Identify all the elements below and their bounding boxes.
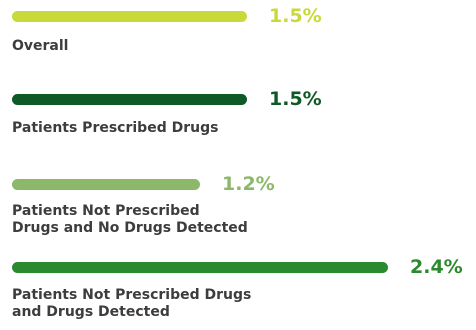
category-label-patients-prescribed-drugs: Patients Prescribed Drugs: [12, 120, 219, 136]
category-label-not-prescribed-drugs-detected: Patients Not Prescribed Drugs and Drugs …: [12, 287, 252, 320]
category-label-not-prescribed-no-drugs-detected: Patients Not Prescribed Drugs and No Dru…: [12, 203, 248, 236]
bar-not-prescribed-no-drugs-detected: [12, 179, 200, 190]
value-label-not-prescribed-no-drugs-detected: 1.2%: [222, 173, 275, 195]
bar-overall: [12, 11, 247, 22]
value-label-patients-prescribed-drugs: 1.5%: [269, 88, 322, 110]
bar-patients-prescribed-drugs: [12, 94, 247, 105]
category-label-overall: Overall: [12, 38, 69, 54]
value-label-overall: 1.5%: [269, 5, 322, 27]
bar-not-prescribed-drugs-detected: [12, 262, 388, 273]
value-label-not-prescribed-drugs-detected: 2.4%: [410, 256, 463, 278]
